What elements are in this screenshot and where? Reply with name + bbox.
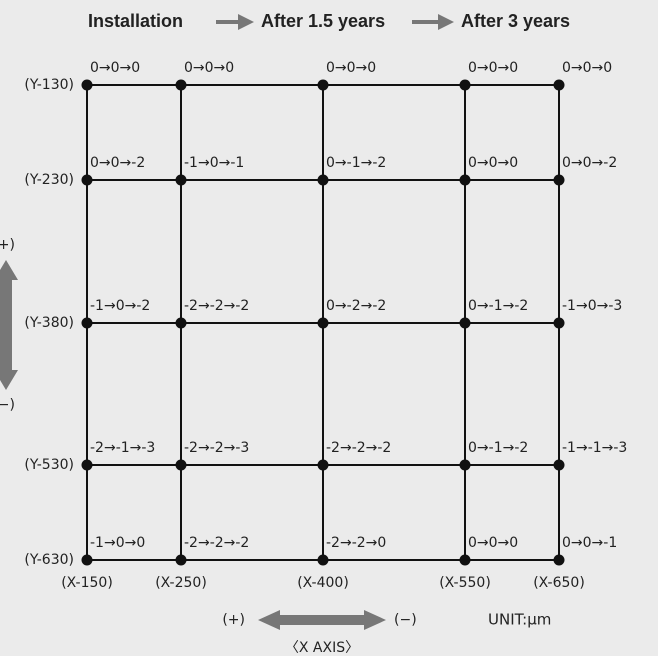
y-label: (Y-380): [24, 315, 74, 331]
node: [553, 317, 565, 329]
x-label: (X-250): [155, 575, 207, 591]
node: [553, 459, 565, 471]
cell-value: 0→0→-2: [90, 155, 145, 171]
cell-value: -1→0→-1: [184, 155, 244, 171]
cell-value: -2→-2→0: [326, 535, 386, 551]
x-label: (X-150): [61, 575, 113, 591]
node: [81, 554, 93, 566]
x-axis-title: 〈X AXIS〉: [285, 640, 359, 656]
cell-value: 0→0→0: [90, 60, 140, 76]
cell-value: -2→-2→-2: [326, 440, 391, 456]
cell-value: 0→0→-2: [562, 155, 617, 171]
cell-value: 0→0→0: [468, 155, 518, 171]
cell-value: -1→0→0: [90, 535, 145, 551]
x-label: (X-650): [533, 575, 585, 591]
node: [81, 79, 93, 91]
x-plus: (+): [222, 612, 245, 628]
node: [175, 459, 187, 471]
stage-label: After 3 years: [461, 11, 570, 31]
node: [459, 174, 471, 186]
node: [317, 317, 329, 329]
cell-value: -2→-2→-3: [184, 440, 249, 456]
node: [459, 459, 471, 471]
cell-value: 0→-1→-2: [468, 298, 528, 314]
cell-value: 0→-1→-2: [468, 440, 528, 456]
x-minus: (−): [394, 612, 417, 628]
node: [553, 79, 565, 91]
cell-value: -1→-1→-3: [562, 440, 627, 456]
unit: UNIT:μm: [488, 611, 551, 629]
y-label: (Y-130): [24, 77, 74, 93]
y-minus: (−): [0, 397, 15, 413]
node: [81, 317, 93, 329]
node: [81, 459, 93, 471]
x-label: (X-550): [439, 575, 491, 591]
y-label: (Y-230): [24, 172, 74, 188]
node: [175, 317, 187, 329]
node: [175, 79, 187, 91]
node: [81, 174, 93, 186]
cell-value: 0→0→-1: [562, 535, 617, 551]
stage-label: Installation: [88, 11, 183, 31]
y-label: (Y-630): [24, 552, 74, 568]
node: [553, 554, 565, 566]
cell-value: -1→0→-3: [562, 298, 622, 314]
cell-value: -2→-2→-2: [184, 535, 249, 551]
cell-value: 0→-1→-2: [326, 155, 386, 171]
cell-value: -2→-2→-2: [184, 298, 249, 314]
y-arrow-heads: [0, 260, 18, 390]
node: [317, 554, 329, 566]
cell-value: 0→0→0: [326, 60, 376, 76]
cell-value: 0→-2→-2: [326, 298, 386, 314]
cell-value: 0→0→0: [184, 60, 234, 76]
node: [317, 174, 329, 186]
node: [553, 174, 565, 186]
node: [175, 174, 187, 186]
node: [175, 554, 187, 566]
node: [459, 317, 471, 329]
node: [317, 459, 329, 471]
cell-value: -1→0→-2: [90, 298, 150, 314]
cell-value: 0→0→0: [468, 60, 518, 76]
node: [459, 79, 471, 91]
y-label: (Y-530): [24, 457, 74, 473]
cell-value: -2→-1→-3: [90, 440, 155, 456]
x-label: (X-400): [297, 575, 349, 591]
grid: (Y-130) (Y-230) (Y-380) (Y-530) (Y-630) (X-15…: [24, 60, 627, 591]
cell-value: 0→0→0: [562, 60, 612, 76]
cell-value: 0→0→0: [468, 535, 518, 551]
node: [459, 554, 471, 566]
y-plus: (+): [0, 237, 15, 253]
node: [317, 79, 329, 91]
stage-label: After 1.5 years: [261, 11, 385, 31]
